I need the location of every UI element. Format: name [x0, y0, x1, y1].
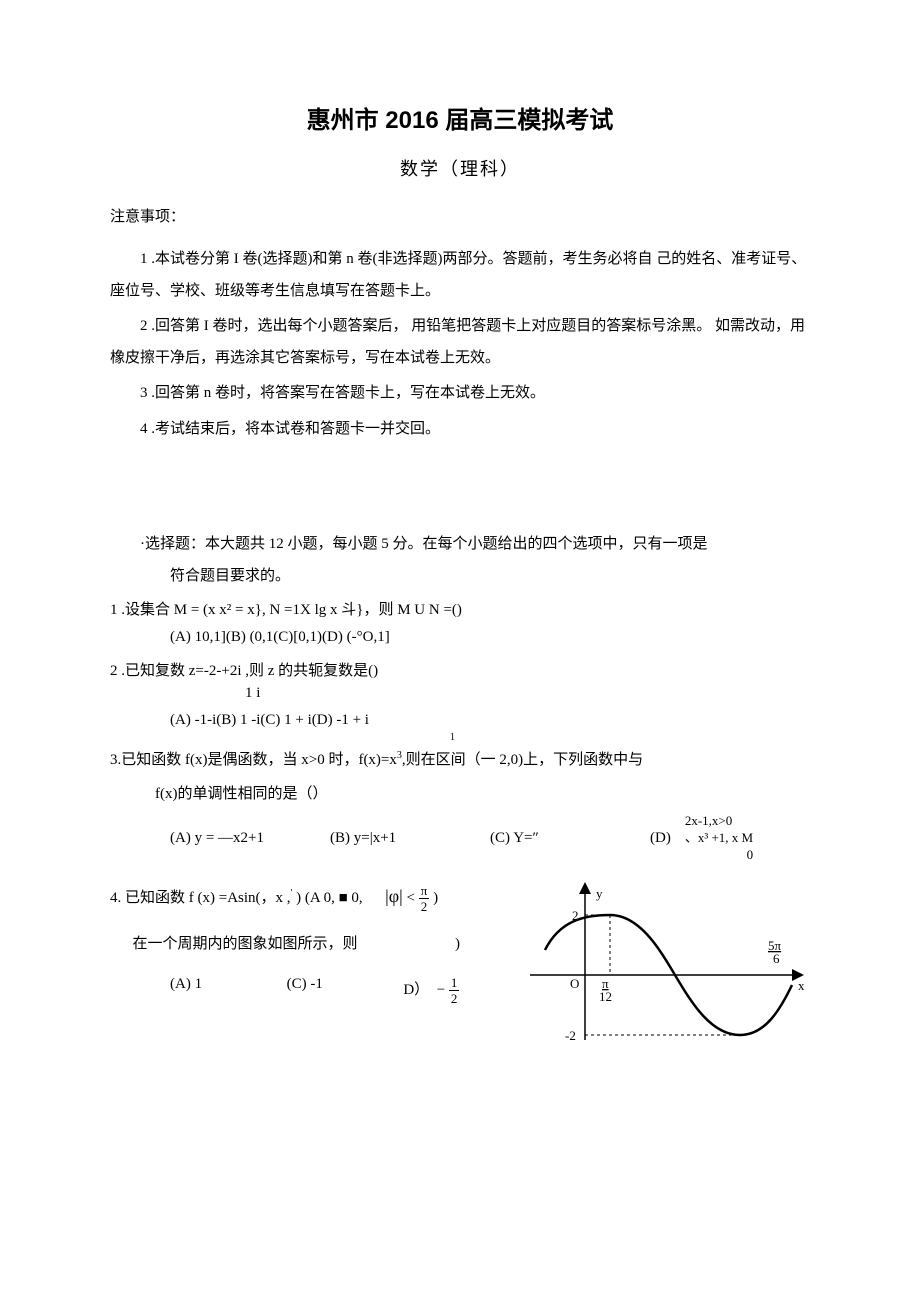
question-4-options: (A) 1 (C) -1 D） − 12 — [110, 976, 520, 1005]
q3-d-line3: 0 — [685, 847, 753, 864]
q4-close: ) — [429, 890, 438, 906]
q4-option-d: D） − 12 — [403, 976, 520, 1005]
q4-part-a: 4. 已知函数 f (x) =Asin(，x , — [110, 890, 291, 906]
notice-item-4: 4 .考试结束后，将本试卷和答题卡一并交回。 — [110, 414, 810, 446]
q4-line2a: 在一个周期内的图象如图所示，则 — [110, 936, 358, 952]
origin-label: O — [570, 976, 579, 991]
notice-item-2: 2 .回答第 I 卷时，选出每个小题答案后， 用铅笔把答题卡上对应题目的答案标号… — [110, 311, 810, 374]
q3-option-d-label: (D) — [650, 830, 671, 847]
q4-pi-over-2: π2 — [419, 884, 430, 913]
sine-chart: y x O 2 -2 π 12 5π 6 — [530, 880, 810, 1050]
q4-option-c: (C) -1 — [287, 976, 404, 1005]
q4-line2: 在一个周期内的图象如图所示，则 ) — [110, 931, 520, 958]
q3-part-a: 3.已知函数 f(x)是偶函数，当 x>0 时，f(x)=x — [110, 752, 397, 768]
section-header-line1: ·选择题：本大题共 12 小题，每小题 5 分。在每个小题给出的四个选项中，只有… — [110, 529, 810, 559]
q4-line1: 4. 已知函数 f (x) =Asin(，x ,' ) (A 0, ■ 0, |… — [110, 880, 520, 913]
q3-option-d-piecewise: 2x-1,x>0 、x³ +1, x M 0 — [685, 813, 753, 864]
section-header-line2: 符合题目要求的。 — [110, 561, 810, 591]
q3-tiny-mark: 1 — [450, 733, 455, 743]
tick1-den: 12 — [599, 989, 612, 1004]
notice-header: 注意事项： — [110, 205, 810, 226]
q3-d-line2: 、x³ +1, x M — [685, 830, 753, 847]
notice-item-1: 1 .本试卷分第 I 卷(选择题)和第 n 卷(非选择题)两部分。答题前，考生务… — [110, 244, 810, 307]
title-sub: 数学（理科） — [110, 155, 810, 181]
q3-option-c: (C) Y=″ — [490, 830, 650, 847]
question-3-line2: f(x)的单调性相同的是（） — [110, 779, 810, 809]
exam-page: 惠州市 2016 届高三模拟考试 数学（理科） 注意事项： 1 .本试卷分第 I… — [0, 0, 920, 1115]
amp-label: 2 — [572, 908, 579, 923]
question-2-denom: 1 i — [110, 684, 810, 702]
q4-option-d-label: D） — [403, 982, 429, 998]
question-2: 2 .已知复数 z=-2-+2i ,则 z 的共轭复数是() — [110, 662, 810, 680]
question-1: 1 .设集合 M = (x x² = x}, N =1X lg x 斗}，则 M… — [110, 595, 810, 625]
q4-option-a: (A) 1 — [170, 976, 287, 1005]
spacer — [110, 449, 810, 529]
x-axis-label: x — [798, 978, 805, 993]
q4-cond: < — [403, 890, 419, 906]
y-axis-label: y — [596, 886, 603, 901]
question-4-chart: y x O 2 -2 π 12 5π 6 — [520, 880, 810, 1055]
q4-part-tail: ) (A 0, ■ 0, — [292, 890, 362, 906]
question-1-options: (A) 10,1](B) (0,1(C)[0,1)(D) (-°O,1] — [110, 629, 810, 646]
neg-amp-label: -2 — [565, 1028, 576, 1043]
q3-option-a: (A) y = —x2+1 — [170, 830, 330, 847]
q3-option-b: (B) y=|x+1 — [330, 830, 490, 847]
notice-item-3: 3 .回答第 n 卷时，将答案写在答题卡上，写在本试卷上无效。 — [110, 378, 810, 410]
q3-d-line1: 2x-1,x>0 — [685, 813, 753, 830]
question-4: 4. 已知函数 f (x) =Asin(，x ,' ) (A 0, ■ 0, |… — [110, 880, 810, 1055]
q3-option-d: (D) 2x-1,x>0 、x³ +1, x M 0 — [650, 813, 810, 864]
question-3-options: (A) y = —x2+1 (B) y=|x+1 (C) Y=″ (D) 2x-… — [110, 813, 810, 864]
q4-line2b: ) — [455, 936, 460, 952]
question-4-text: 4. 已知函数 f (x) =Asin(，x ,' ) (A 0, ■ 0, |… — [110, 880, 520, 1005]
question-3-line1: 3.已知函数 f(x)是偶函数，当 x>0 时，f(x)=x3,则在区间（一 2… — [110, 745, 810, 775]
q4-option-d-frac: 12 — [449, 976, 460, 1005]
question-2-options: (A) -1-i(B) 1 -i(C) 1 + i(D) -1 + i — [110, 712, 810, 729]
title-main: 惠州市 2016 届高三模拟考试 — [110, 100, 810, 135]
q3-part-tail: ,则在区间（一 2,0)上，下列函数中与 — [402, 752, 643, 768]
tick2-den: 6 — [773, 951, 780, 966]
